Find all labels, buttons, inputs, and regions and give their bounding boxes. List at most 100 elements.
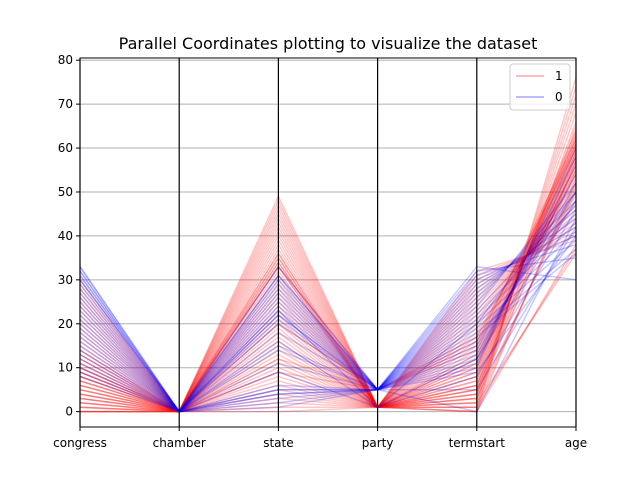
series-1-line bbox=[80, 239, 577, 413]
series-0-line bbox=[79, 147, 577, 413]
series-0-line bbox=[79, 248, 577, 413]
series-1-line bbox=[79, 226, 577, 413]
data-lines bbox=[79, 77, 577, 413]
series-0-line bbox=[79, 209, 577, 413]
x-axis-labels: congress chamber state party termstart age bbox=[53, 427, 587, 450]
series-0-line bbox=[79, 217, 577, 413]
series-1-line bbox=[79, 222, 577, 413]
series-0-line bbox=[79, 182, 577, 413]
legend-box bbox=[509, 63, 571, 111]
series-1-line bbox=[79, 134, 577, 413]
series-1-line bbox=[79, 182, 577, 413]
series-1-line bbox=[79, 191, 577, 413]
plot-frame bbox=[79, 57, 577, 428]
series-1-line bbox=[79, 156, 577, 413]
series-0-line bbox=[79, 191, 577, 413]
series-1-line bbox=[79, 147, 577, 413]
series-1-line bbox=[79, 200, 577, 413]
series-1-line bbox=[79, 169, 577, 413]
series-1-line bbox=[79, 248, 577, 413]
y-axis-ticks: 0 10 20 30 40 50 60 70 80 bbox=[58, 53, 80, 419]
x-tick-label-state: state bbox=[263, 436, 293, 450]
x-tick-label-congress: congress bbox=[53, 436, 107, 450]
series-1-line bbox=[79, 147, 577, 413]
y-tick-label: 0 bbox=[65, 405, 73, 419]
legend-label-0: 0 bbox=[555, 90, 563, 104]
series-1-line bbox=[79, 139, 577, 413]
x-tick-label-age: age bbox=[565, 436, 587, 450]
series-1-line bbox=[80, 77, 577, 413]
x-tick-label-termstart: termstart bbox=[449, 436, 506, 450]
series-0-line bbox=[79, 200, 577, 413]
series-1-line bbox=[79, 191, 577, 413]
series-0-line bbox=[79, 226, 577, 413]
y-tick-label: 10 bbox=[58, 361, 73, 375]
series-1-line bbox=[79, 178, 577, 413]
series-1-line bbox=[79, 217, 577, 413]
series-0-line bbox=[79, 265, 577, 413]
series-0-line bbox=[79, 230, 577, 413]
series-1-line bbox=[79, 169, 577, 413]
series-0-line bbox=[79, 191, 577, 413]
series-1-line bbox=[79, 253, 577, 413]
series-1-line bbox=[79, 160, 577, 413]
series-1-line bbox=[79, 95, 577, 413]
series-0-line bbox=[79, 174, 577, 413]
series-0-line bbox=[79, 222, 577, 413]
series-1-line bbox=[79, 125, 577, 413]
series-1-line bbox=[79, 130, 577, 413]
series-1-line bbox=[79, 152, 577, 413]
series-1-line bbox=[79, 230, 577, 413]
series-1-line bbox=[79, 187, 577, 413]
series-1-line bbox=[79, 213, 577, 413]
legend-label-1: 1 bbox=[555, 69, 563, 83]
x-tick-label-chamber: chamber bbox=[153, 436, 206, 450]
series-0-line bbox=[79, 235, 577, 413]
series-0-line bbox=[79, 213, 577, 413]
series-1-line bbox=[79, 143, 577, 413]
series-0-line bbox=[79, 235, 577, 413]
series-1-line bbox=[79, 182, 577, 413]
series-1-line bbox=[79, 235, 577, 413]
series-1-line bbox=[79, 165, 577, 413]
series-1-line bbox=[79, 244, 577, 413]
series-0-line bbox=[79, 165, 577, 413]
series-1-line bbox=[79, 134, 577, 413]
series-0-line bbox=[79, 239, 577, 413]
series-0-line bbox=[79, 217, 577, 413]
series-1-line bbox=[79, 121, 577, 413]
series-1-line bbox=[79, 138, 577, 413]
series-1-line bbox=[79, 112, 577, 413]
series-0-line bbox=[79, 182, 577, 413]
series-1-line bbox=[79, 147, 577, 413]
series-0-line bbox=[79, 226, 577, 413]
series-1-line bbox=[79, 204, 577, 413]
series-1-line bbox=[80, 86, 577, 413]
series-1-line bbox=[79, 195, 577, 413]
series-0-line bbox=[79, 204, 577, 413]
series-0-line bbox=[79, 191, 577, 413]
series-1-line bbox=[80, 178, 577, 413]
y-tick-label: 50 bbox=[58, 185, 73, 199]
series-0-line bbox=[79, 200, 577, 413]
series-1-line bbox=[79, 143, 577, 413]
grid-lines bbox=[80, 59, 576, 413]
series-1-line bbox=[79, 143, 577, 413]
y-tick-label: 60 bbox=[58, 141, 73, 155]
series-1-line bbox=[79, 174, 577, 413]
y-tick-label: 40 bbox=[58, 229, 73, 243]
chart-title: Parallel Coordinates plotting to visuali… bbox=[119, 34, 538, 53]
series-1-line bbox=[79, 103, 577, 413]
series-1-line bbox=[79, 165, 577, 413]
series-1-line bbox=[79, 139, 577, 413]
series-1-line bbox=[79, 174, 577, 413]
x-tick-label-party: party bbox=[362, 436, 394, 450]
series-0-line bbox=[79, 156, 577, 413]
series-1-line bbox=[79, 160, 577, 413]
series-1-line bbox=[79, 169, 577, 413]
plot-area bbox=[80, 58, 576, 427]
series-1-line bbox=[79, 187, 577, 413]
series-1-line bbox=[79, 130, 577, 413]
series-1-line bbox=[79, 160, 577, 413]
